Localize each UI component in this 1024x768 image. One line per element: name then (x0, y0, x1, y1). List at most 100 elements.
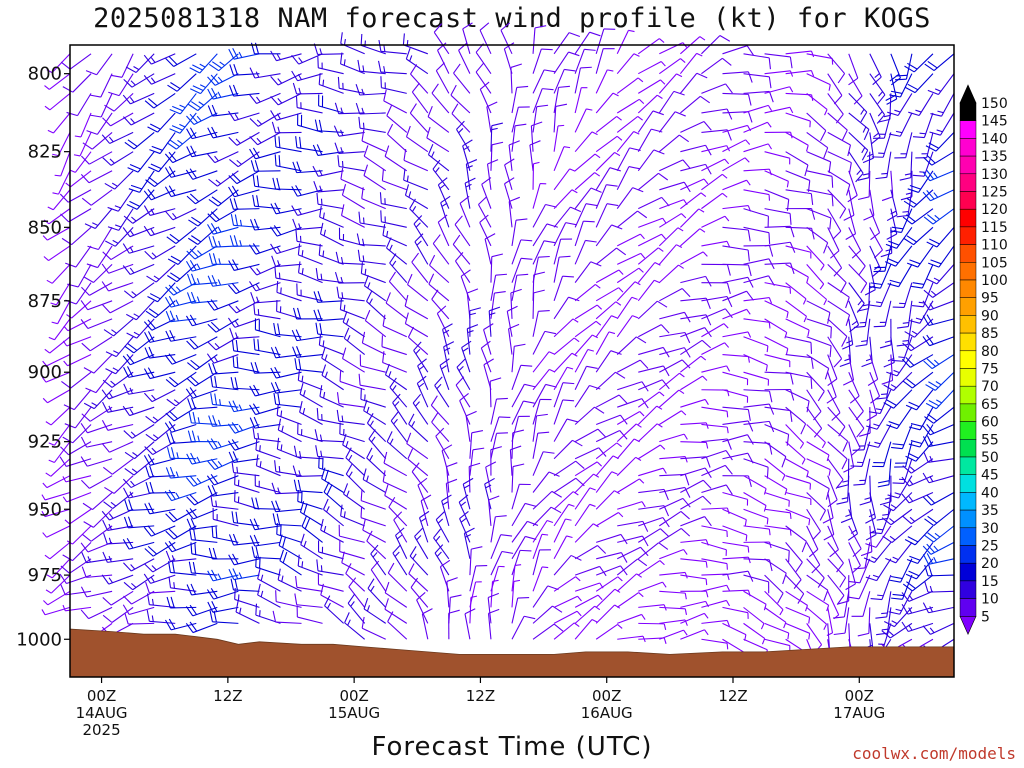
wind-barb (80, 606, 113, 620)
wind-barb (658, 227, 684, 247)
wind-barb (249, 67, 281, 79)
wind-barb (510, 63, 522, 94)
wind-barb (511, 579, 521, 608)
wind-barb (490, 397, 508, 425)
wind-barb (334, 142, 365, 154)
wind-barb (511, 273, 529, 301)
wind-barb (318, 333, 344, 356)
wind-barb (276, 522, 302, 543)
wind-barb (165, 466, 197, 479)
wind-barb (827, 525, 839, 558)
wind-barb (207, 569, 239, 582)
wind-barb (701, 619, 730, 627)
wind-barb (827, 227, 840, 259)
wind-barb (271, 482, 302, 495)
wind-barb (595, 151, 621, 172)
wind-barb (42, 475, 71, 489)
wind-barb (403, 148, 429, 172)
wind-barb (292, 161, 323, 174)
wind-barb (827, 93, 844, 124)
x-tick-label: 12Z (466, 687, 495, 705)
wind-barb (806, 92, 828, 116)
wind-barb (145, 300, 176, 319)
wind-barb (206, 353, 239, 364)
wind-barb (924, 406, 955, 424)
wind-barb (638, 60, 666, 75)
wind-barb (234, 473, 260, 494)
colorbar-tick-label: 55 (981, 432, 999, 448)
wind-barb (487, 608, 500, 640)
wind-barb (295, 575, 323, 592)
wind-barb (532, 240, 556, 265)
wind-barb (291, 205, 323, 216)
wind-barb (206, 299, 239, 311)
wind-barb (574, 384, 601, 408)
wind-barb (413, 215, 429, 247)
wind-barb (806, 406, 823, 438)
wind-barb (362, 518, 386, 543)
wind-barb (806, 354, 830, 380)
wind-barb (806, 189, 834, 207)
wind-barb (293, 479, 323, 494)
wind-barb (785, 318, 810, 337)
wind-barb (320, 583, 344, 608)
wind-barb (43, 245, 71, 262)
wind-barb (43, 590, 71, 606)
wind-barb (764, 606, 787, 629)
wind-barb (427, 105, 450, 133)
wind-barb (490, 432, 508, 459)
wind-barb (80, 151, 113, 165)
wind-barb (123, 424, 155, 439)
wind-barb (420, 494, 432, 527)
wind-barb (122, 112, 155, 126)
wind-barb (435, 62, 450, 94)
colorbar-swatch (959, 385, 977, 405)
wind-barb (437, 214, 450, 247)
wind-barb (273, 392, 302, 408)
wind-barb (532, 161, 540, 190)
wind-barb (922, 553, 955, 565)
wind-barb (336, 392, 365, 408)
wind-barb (532, 289, 545, 319)
wind-barb (680, 495, 712, 510)
wind-barb (402, 33, 428, 55)
wind-barb (743, 73, 772, 89)
wind-barb (743, 492, 767, 512)
wind-barb (553, 554, 582, 576)
chart-title: 2025081318 NAM forecast wind profile (kt… (93, 3, 931, 34)
wind-barb (207, 151, 239, 164)
wind-barb (255, 454, 281, 477)
wind-barb (490, 141, 504, 171)
wind-barb (333, 125, 365, 137)
wind-barb (232, 355, 260, 373)
speed-colorbar: 1501451401351301251201151101051009590858… (959, 84, 1008, 636)
wind-barb (866, 406, 892, 430)
wind-barb (462, 139, 473, 171)
wind-barb (228, 451, 260, 463)
wind-barb (902, 371, 934, 389)
wind-barb (865, 492, 877, 524)
wind-barb (60, 584, 92, 596)
wind-barb (701, 323, 729, 338)
wind-barb (680, 163, 712, 175)
wind-barb (511, 520, 539, 543)
wind-barb (701, 342, 730, 356)
wind-barb (574, 220, 595, 247)
wind-barb (295, 96, 323, 114)
wind-barb (504, 158, 515, 190)
wind-barb (785, 574, 805, 604)
wind-barb (658, 111, 686, 133)
wind-barb (785, 371, 813, 389)
wind-barb (101, 281, 134, 292)
wind-barb (701, 308, 733, 320)
wind-barb (574, 348, 594, 373)
wind-barb (860, 525, 873, 557)
wind-barb (81, 525, 113, 542)
wind-barb (743, 389, 773, 403)
wind-barb (637, 391, 665, 408)
wind-barb (574, 131, 598, 153)
wind-barb (827, 300, 851, 326)
wind-barb (185, 604, 218, 617)
wind-barb (901, 603, 934, 615)
wind-barb (881, 622, 913, 639)
